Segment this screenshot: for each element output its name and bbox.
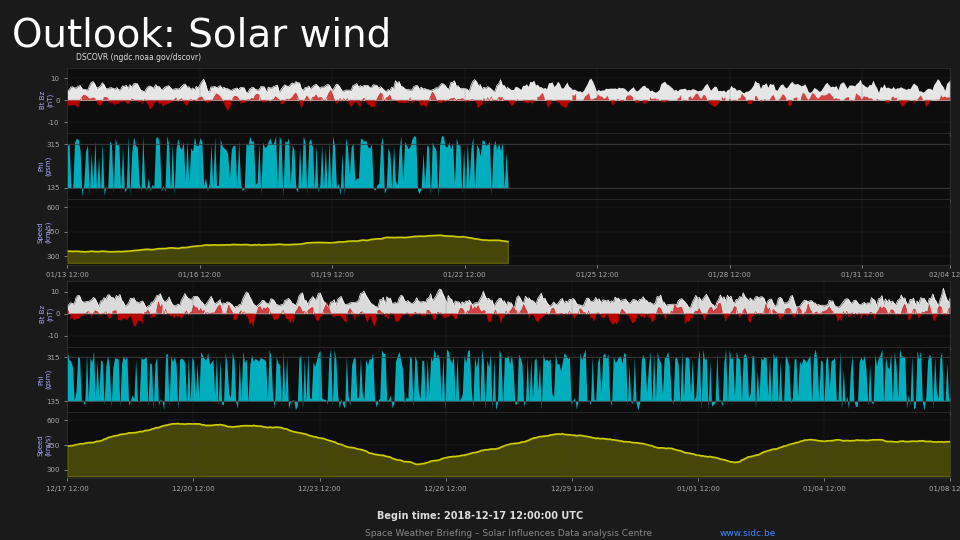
Text: Outlook: Solar wind: Outlook: Solar wind <box>12 17 391 55</box>
Y-axis label: Phi
(gsm): Phi (gsm) <box>38 156 52 176</box>
Text: DSCOVR (ngdc.noaa.gov/dscovr): DSCOVR (ngdc.noaa.gov/dscovr) <box>76 53 202 62</box>
Text: Space Weather Briefing – Solar Influences Data analysis Centre: Space Weather Briefing – Solar Influence… <box>365 529 652 538</box>
Text: Begin time: 2018-12-17 12:00:00 UTC: Begin time: 2018-12-17 12:00:00 UTC <box>377 511 583 521</box>
Y-axis label: Speed
(km/s): Speed (km/s) <box>38 434 52 456</box>
Y-axis label: Bt Bz
(nT): Bt Bz (nT) <box>40 305 54 323</box>
Y-axis label: Bt Bz
(nT): Bt Bz (nT) <box>40 91 54 110</box>
Y-axis label: Phi
(gsm): Phi (gsm) <box>38 369 52 389</box>
Text: www.sidc.be: www.sidc.be <box>720 529 777 538</box>
Y-axis label: Speed
(km/s): Speed (km/s) <box>38 220 52 243</box>
